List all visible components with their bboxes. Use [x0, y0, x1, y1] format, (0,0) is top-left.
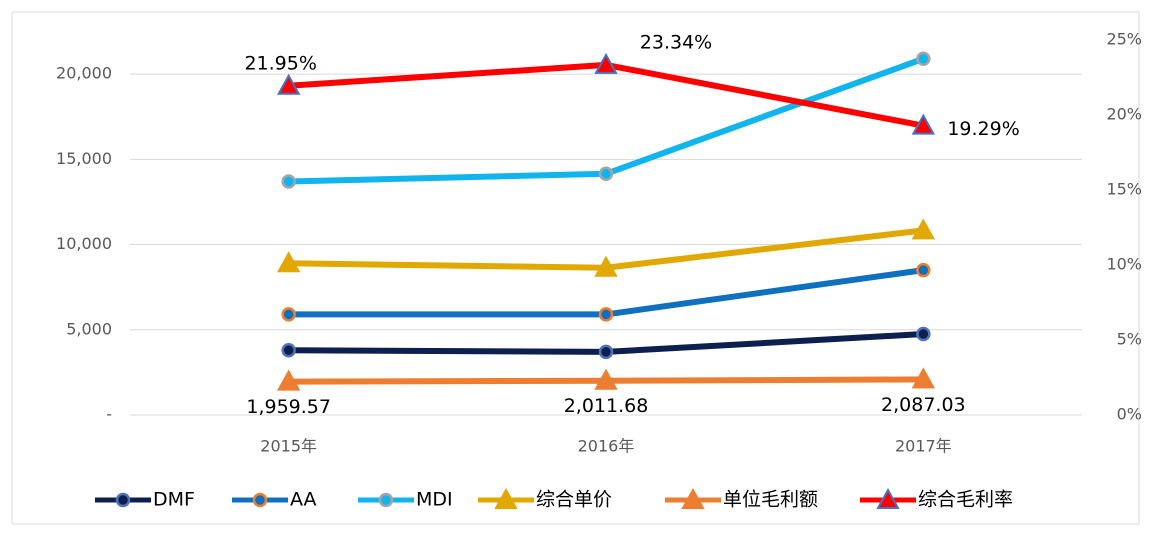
y2-tick-label: 20% [1106, 105, 1142, 124]
legend-marker [681, 487, 705, 509]
y-tick-label: 5,000 [66, 319, 112, 338]
legend-label: 单位毛利额 [723, 489, 818, 511]
y2-tick-label: 25% [1106, 30, 1142, 49]
y2-tick-label: 10% [1106, 255, 1142, 274]
legend-label: MDI [416, 489, 453, 511]
point-marker [916, 262, 931, 278]
y2-tick-label: 0% [1117, 405, 1142, 424]
point-marker [598, 344, 614, 360]
point-marker [594, 255, 618, 277]
point-marker [598, 307, 614, 322]
point-marker [281, 174, 296, 189]
point-marker [911, 218, 936, 240]
point-marker [281, 342, 296, 358]
legend-marker [494, 487, 518, 509]
legend-marker [252, 492, 268, 508]
point-marker [276, 369, 301, 391]
x-tick-label: 2017年 [895, 437, 952, 456]
point-marker [916, 51, 931, 66]
y2-tick-label: 15% [1106, 180, 1142, 199]
point-marker [911, 367, 936, 389]
point-marker [598, 166, 614, 182]
point-marker [594, 368, 618, 390]
y-tick-label: - [106, 405, 112, 424]
point-marker [911, 113, 936, 135]
point-marker [276, 251, 301, 273]
data-label: 2,011.68 [564, 395, 649, 417]
data-label: 1,959.57 [246, 396, 331, 418]
point-marker [916, 326, 931, 342]
point-marker [276, 73, 301, 95]
data-label: 21.95% [244, 52, 316, 74]
data-label: 2,087.03 [881, 394, 966, 416]
y-tick-label: 10,000 [56, 234, 112, 253]
legend-label: DMF [153, 489, 195, 511]
y-tick-label: 20,000 [56, 64, 112, 83]
x-tick-label: 2015年 [260, 437, 317, 456]
legend-marker [115, 492, 131, 508]
legend-marker [378, 492, 394, 508]
point-marker [281, 307, 296, 322]
point-marker [594, 52, 618, 74]
y-tick-label: 15,000 [56, 149, 112, 168]
legend-label: AA [290, 489, 317, 511]
legend-label: 综合单价 [536, 489, 612, 511]
data-label: 19.29% [947, 118, 1019, 140]
legend-marker [876, 487, 900, 509]
x-tick-label: 2016年 [578, 437, 635, 456]
data-label: 23.34% [640, 31, 712, 53]
legend-label: 综合毛利率 [918, 489, 1013, 511]
y2-tick-label: 5% [1117, 330, 1142, 349]
